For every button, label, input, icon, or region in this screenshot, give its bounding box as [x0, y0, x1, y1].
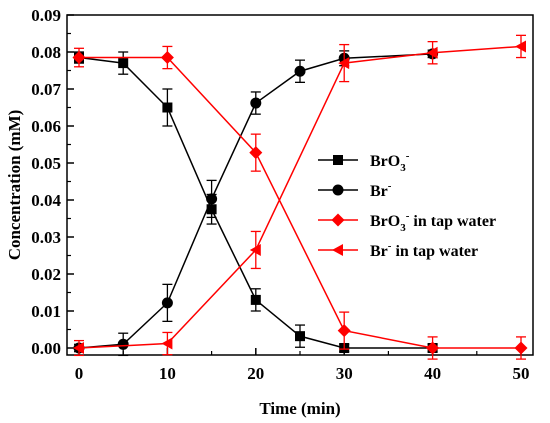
data-point — [161, 337, 173, 350]
y-tick-label: 0.08 — [31, 43, 61, 62]
series-3 — [73, 34, 526, 357]
series-line — [79, 56, 521, 349]
data-point — [295, 331, 305, 342]
data-point — [249, 146, 263, 160]
data-point — [162, 102, 173, 113]
data-point — [206, 193, 218, 205]
y-tick-label: 0.07 — [31, 80, 61, 99]
data-point — [161, 297, 173, 309]
y-tick-label: 0.09 — [31, 6, 61, 25]
y-axis-label: Concentration (mM) — [5, 110, 24, 261]
legend-item-0: BrO3- — [318, 150, 410, 174]
axis-ticks: 0 10 20 30 40 50 0.00 0.01 0.02 0.03 0.04 0.05 0.06 0… — [31, 6, 529, 383]
data-point — [72, 51, 86, 65]
data-point — [338, 57, 350, 70]
legend-item-1: Br- — [318, 180, 392, 200]
y-tick-label: 0.06 — [31, 117, 61, 136]
legend-marker — [332, 244, 343, 256]
legend-item-3: Br- in tap water — [318, 240, 478, 260]
legend-marker — [332, 184, 344, 196]
y-tick-label: 0.01 — [31, 302, 61, 321]
y-tick-label: 0.03 — [31, 228, 61, 247]
legend-marker — [331, 213, 345, 227]
data-point — [160, 51, 174, 65]
y-tick-label: 0.05 — [31, 154, 61, 173]
data-point — [249, 243, 261, 256]
x-tick-label: 50 — [513, 364, 530, 383]
series-line — [78, 45, 522, 349]
y-tick-label: 0.02 — [31, 265, 61, 284]
series-layer — [72, 34, 528, 360]
data-point — [118, 58, 129, 69]
data-point — [426, 46, 438, 59]
data-point — [117, 338, 129, 350]
legend-label: BrO3- — [370, 150, 410, 174]
x-tick-label: 40 — [424, 364, 441, 383]
legend-marker — [333, 155, 343, 165]
legend-label: Br- in tap water — [370, 240, 478, 260]
data-point — [515, 40, 526, 53]
series-2 — [72, 45, 528, 360]
x-tick-label: 10 — [159, 364, 176, 383]
y-tick-label: 0.00 — [31, 339, 61, 358]
x-axis-label: Time (min) — [259, 399, 340, 418]
x-tick-label: 0 — [75, 364, 84, 383]
data-point — [514, 341, 528, 355]
data-point — [426, 341, 440, 355]
legend-item-2: BrO3- in tap water — [318, 210, 496, 234]
x-tick-label: 30 — [336, 364, 353, 383]
data-point — [250, 97, 262, 109]
data-point — [294, 65, 306, 77]
series-line — [78, 56, 433, 349]
legend: BrO3- Br- BrO3- in tap water Br- in tap wat… — [318, 150, 496, 260]
legend-label: BrO3- in tap water — [370, 210, 496, 234]
series-line — [78, 53, 433, 349]
x-tick-label: 20 — [247, 364, 264, 383]
legend-label: Br- — [370, 180, 392, 200]
data-point — [73, 342, 84, 354]
data-point — [337, 324, 351, 338]
y-tick-label: 0.04 — [31, 191, 61, 210]
data-point — [250, 294, 261, 305]
